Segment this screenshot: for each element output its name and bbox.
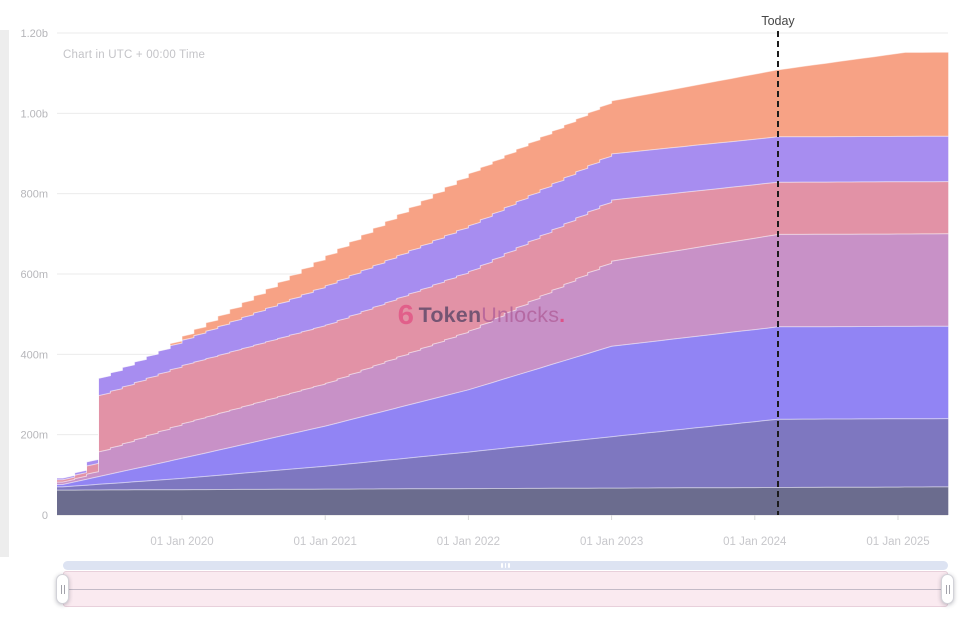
y-axis-label: 400m (20, 349, 48, 361)
watermark-token-text: Token (418, 302, 482, 327)
page-edge-strip (0, 30, 9, 557)
datazoom-scroll-bar[interactable] (63, 561, 948, 570)
boundary-orchid (57, 233, 949, 483)
area-periwinkle[interactable] (57, 326, 949, 487)
drag-handle-icon (60, 584, 62, 594)
drag-handle-icon (945, 584, 947, 594)
boundary-rose (57, 181, 949, 481)
area-lavender-purple[interactable] (57, 136, 949, 480)
y-axis-label: 1.00b (20, 108, 48, 120)
y-axis-label: 0 (42, 510, 48, 522)
watermark-unlocks-text: Unlocks (481, 302, 560, 327)
y-axis-label: 200m (20, 430, 48, 442)
boundary-dark-periwinkle (57, 418, 949, 488)
x-axis-label: 01 Jan 2025 (866, 536, 929, 548)
x-axis-label: 01 Jan 2024 (723, 536, 787, 548)
open-lock-icon: 6 (397, 299, 414, 330)
area-rose[interactable] (57, 181, 949, 483)
y-axis-label: 600m (20, 269, 48, 281)
x-axis-label: 01 Jan 2023 (580, 536, 643, 548)
boundary-salmon (57, 51, 949, 479)
unlock-schedule-chart[interactable]: 0 200m 400m 600m 800m 1.00b 1.20b 01 Jan 2020 01… (0, 0, 960, 560)
x-axis-label: 01 Jan 2021 (294, 536, 357, 548)
datazoom-left-handle[interactable] (56, 574, 69, 604)
datazoom-window[interactable] (63, 571, 948, 607)
y-axis-label: 800m (20, 189, 48, 201)
stacked-area-series[interactable] (57, 52, 949, 515)
boundary-slate-navy (57, 486, 949, 491)
drag-handle-icon (948, 584, 950, 594)
x-axis-label: 01 Jan 2020 (150, 536, 213, 548)
watermark-dot: . (559, 302, 566, 327)
today-label: Today (761, 14, 795, 28)
boundary-periwinkle (57, 325, 949, 485)
y-axis-label: 1.20b (20, 28, 48, 40)
band-boundaries (57, 51, 949, 491)
datazoom-preview-line (65, 589, 946, 590)
drag-handle-icon (63, 584, 65, 594)
area-slate-navy[interactable] (57, 486, 949, 515)
area-dark-periwinkle[interactable] (57, 418, 949, 491)
tokenunlocks-watermark: 6 Token Unlocks . (397, 299, 566, 330)
utc-time-note: Chart in UTC + 00:00 Time (63, 49, 206, 61)
area-orchid[interactable] (57, 233, 949, 485)
today-marker: Today (761, 14, 795, 515)
area-salmon[interactable] (57, 52, 949, 479)
grip-dots-icon[interactable] (501, 563, 510, 568)
x-axis-label: 01 Jan 2022 (437, 536, 500, 548)
axis-labels: 0 200m 400m 600m 800m 1.00b 1.20b 01 Jan 2020 01… (20, 28, 929, 548)
datazoom-right-handle[interactable] (941, 574, 954, 604)
